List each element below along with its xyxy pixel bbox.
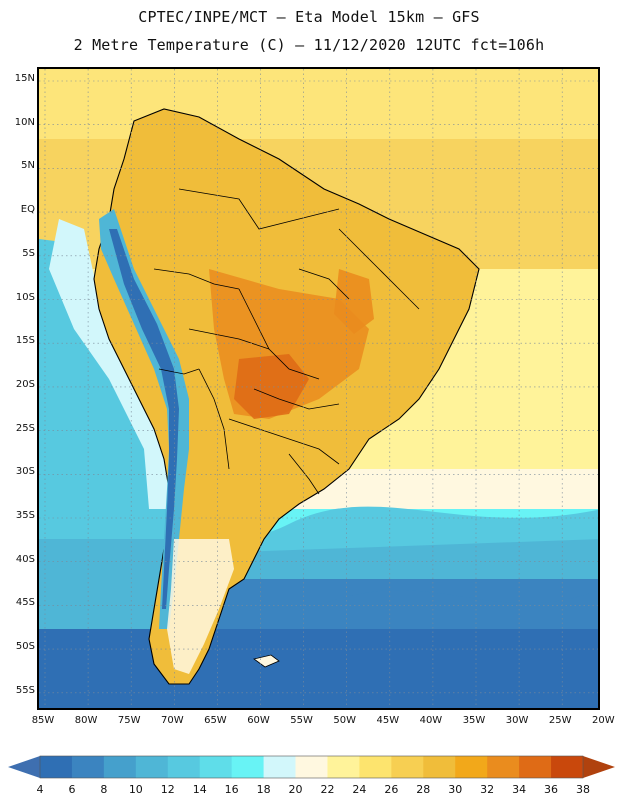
colorbar-tick-label: 22 [320,783,335,796]
lon-label: 50W [333,715,356,726]
colorbar-bin [103,756,137,778]
map-frame [37,67,600,710]
colorbar-bin [135,756,169,778]
colorbar-tick-label: 36 [544,783,559,796]
lat-label: 35S [15,510,35,521]
colorbar-bin [519,756,552,778]
colorbar-tick-label: 32 [480,783,495,796]
country-border [198,368,230,470]
lon-label: 65W [204,715,227,726]
country-border [178,188,340,230]
country-border [188,328,270,350]
colorbar-tick-label: 8 [100,783,108,796]
lon-label: 70W [160,715,184,726]
lon-label: 40W [419,715,443,726]
colorbar-tick-label: 12 [160,783,175,796]
temperature-map [39,69,598,708]
lat-label: 5N [21,160,35,172]
colorbar-tick-label: 20 [288,783,303,796]
lon-label: 60W [247,715,270,726]
country-border [288,453,320,495]
colorbar-tick-label: 4 [36,783,44,796]
lon-label: 20W [591,715,615,726]
colorbar-tick-label: 30 [448,783,463,796]
colorbar-bin [295,756,328,778]
colorbar-bin [551,756,584,778]
lat-label: 45S [15,597,35,609]
colorbar-tick-label: 14 [192,783,207,796]
colorbar-tick-label: 18 [256,783,271,796]
lat-label: 55S [15,684,35,696]
lat-label: 25S [15,422,35,434]
colorbar-bin [40,756,73,778]
country-border [153,268,240,290]
lon-label: 85W [31,715,55,726]
colorbar-bin [263,756,297,778]
colorbar-bin [487,756,520,778]
lat-label: 50S [15,641,35,653]
lon-label: 45W [376,715,400,726]
patagonia [167,539,234,674]
pacific-coastal [49,219,189,509]
temperature-colorbar [8,755,615,779]
lat-label: 5S [22,247,35,259]
lon-label: 80W [74,715,98,726]
lat-label: EQ [20,204,35,216]
colorbar-bin [391,756,424,778]
ocean-band-far-southern-ocean [39,629,598,708]
lon-label: 35W [462,715,486,726]
falkland-islands [253,654,280,668]
colorbar-bin [71,756,105,778]
colorbar-tick-label: 6 [68,783,76,796]
lat-label: 10S [15,291,35,303]
colorbar-tick-label: 24 [352,783,367,796]
lon-label: 25W [548,715,572,726]
lat-lon-grid [39,69,598,708]
country-border [338,228,420,310]
andes-cold [109,229,179,609]
ocean-band-equatorial-atlantic [39,69,598,139]
land-layer [93,108,480,685]
lon-label: 55W [290,715,313,726]
colorbar-bin [327,756,360,778]
colorbar-bin [167,756,201,778]
colorbar-max-arrow [583,756,615,778]
hot-east-region [334,269,374,334]
colorbar-min-arrow [8,756,40,778]
colorbar-outline [39,755,584,779]
colorbar-bin [359,756,392,778]
colorbar-tick-label: 10 [128,783,143,796]
colorbar-bin [423,756,456,778]
colorbar-tick-label: 28 [416,783,431,796]
colorbar-tick-label: 26 [384,783,399,796]
pacific-south [39,539,169,629]
lat-label: 15S [15,335,35,347]
map-title-line-2: 2 Metre Temperature (C) – 11/12/2020 12U… [73,36,545,54]
lat-label: 30S [15,466,35,478]
country-border [158,368,200,375]
lat-label: 20S [15,378,35,390]
colorbar-tick-label: 34 [512,783,527,796]
ocean-layer [39,69,598,708]
colorbar-bin [231,756,265,778]
colorbar-tick-label: 16 [224,783,239,796]
map-title-line-1: CPTEC/INPE/MCT – Eta Model 15km – GFS [138,8,480,26]
lon-label: 75W [117,715,141,726]
lon-label: 30W [505,715,529,726]
colorbar-tick-label: 38 [576,783,590,796]
colorbar-bin [199,756,233,778]
country-border [298,268,350,300]
country-border [253,388,340,410]
colorbar-bin [455,756,488,778]
lat-label: 40S [15,553,35,565]
country-border [228,418,340,465]
lat-label: 10N [14,116,35,128]
lat-label: 15N [14,73,35,84]
